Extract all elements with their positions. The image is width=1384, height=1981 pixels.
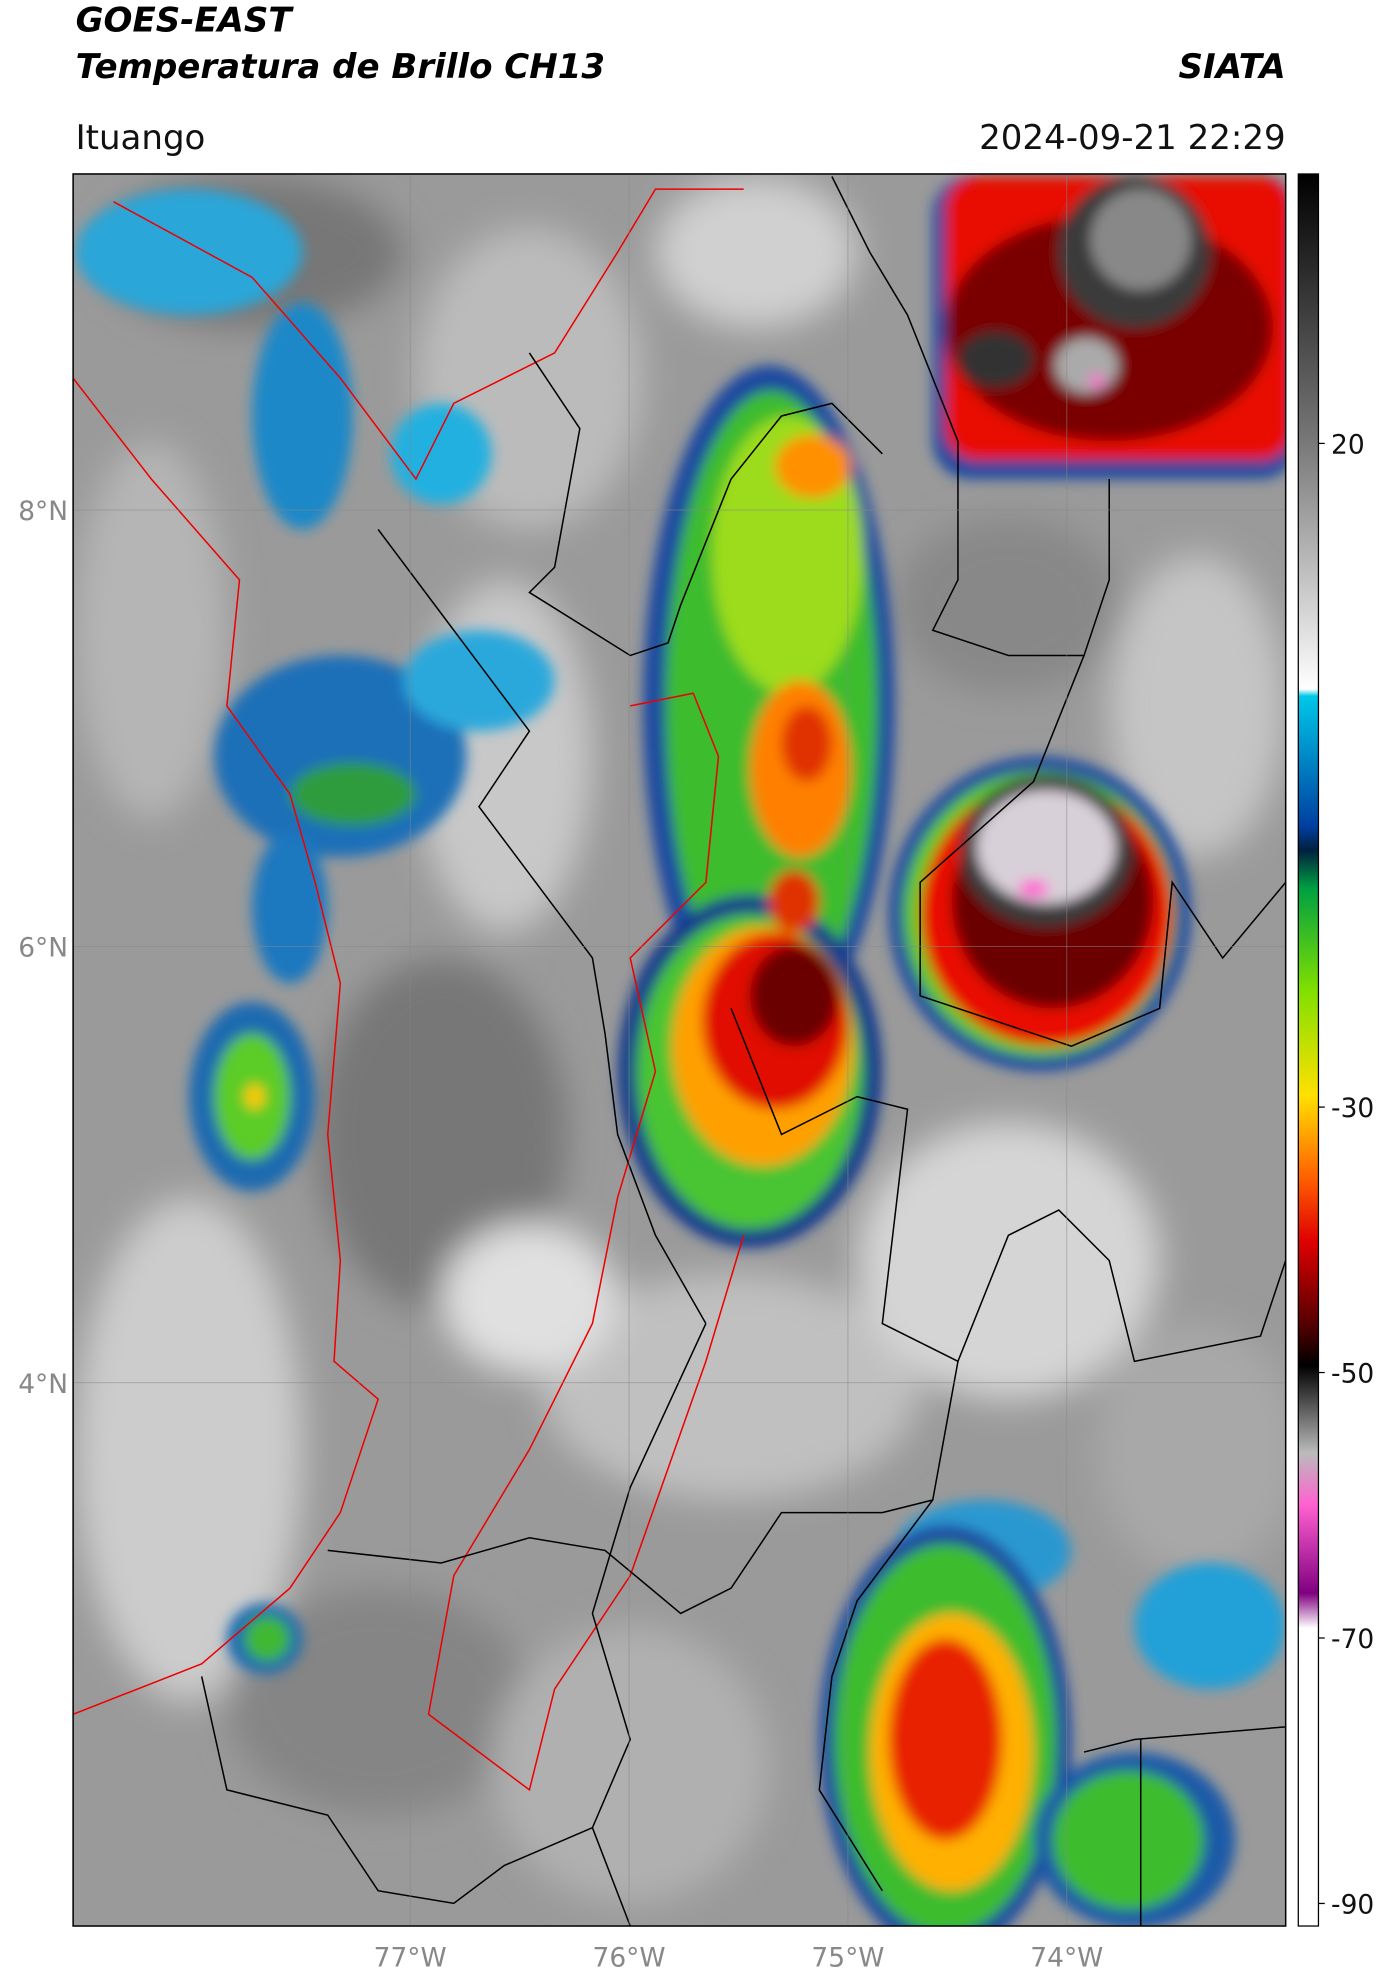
satellite-image [73, 173, 1286, 1927]
colorbar-tick-label: -50 [1331, 1359, 1374, 1390]
x-tick-label: 76°W [593, 1942, 666, 1973]
colorbar [1297, 173, 1320, 1927]
x-tick-label: 75°W [811, 1942, 884, 1973]
colorbar-tick-label: -70 [1331, 1624, 1374, 1655]
colorbar-tick-label: -30 [1331, 1093, 1374, 1124]
x-tick-label: 77°W [374, 1942, 447, 1973]
y-tick-label: 6°N [18, 932, 68, 963]
subtitle: Temperatura de Brillo CH13 [76, 47, 605, 87]
timestamp: 2024-09-21 22:29 [979, 118, 1286, 158]
credit: SIATA [1179, 47, 1286, 87]
location: Ituango [76, 118, 206, 158]
map-frame [72, 173, 1287, 1927]
y-tick-label: 8°N [18, 496, 68, 527]
colorbar-tick-label: -90 [1331, 1890, 1374, 1921]
y-tick-label: 4°N [18, 1369, 68, 1400]
colorbar-tick-label: 20 [1331, 429, 1365, 460]
x-tick-label: 74°W [1030, 1942, 1103, 1973]
title: GOES-EAST [76, 1, 295, 41]
